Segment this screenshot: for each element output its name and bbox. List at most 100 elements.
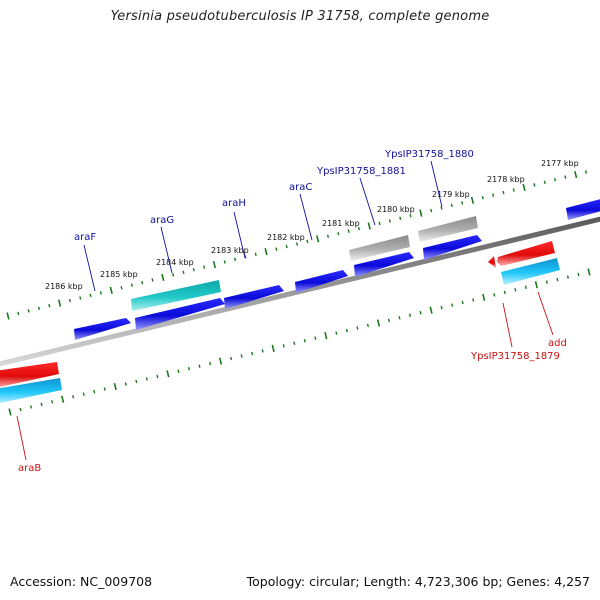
outer-tick-minor	[192, 267, 195, 272]
leader-1879	[502, 302, 513, 348]
pseudo-1880-feature[interactable]	[418, 216, 478, 242]
inner-tick-minor	[29, 405, 33, 409]
gene-1881-feature[interactable]	[354, 252, 414, 277]
leader-araC	[299, 193, 313, 241]
tick-label-2177: 2177 kbp	[541, 159, 579, 168]
gene-label-1879[interactable]: YpsIP31758_1879	[470, 351, 560, 362]
gene-araF-feature[interactable]	[74, 318, 131, 340]
gene-label-1880[interactable]: YpsIP31758_1880	[384, 149, 474, 160]
inner-tick-major	[482, 293, 486, 302]
outer-tick-minor	[37, 306, 41, 311]
outer-tick-minor	[17, 311, 20, 316]
outer-tick-minor	[130, 283, 133, 287]
gene-edge-feature[interactable]	[566, 198, 600, 220]
scale-labels: 2186 kbp 2185 kbp 2184 kbp 2183 kbp 2182…	[45, 159, 579, 291]
gene-label-araF[interactable]: araF	[74, 232, 96, 243]
outer-tick-minor	[409, 213, 412, 218]
inner-tick-minor	[251, 351, 254, 356]
rna-add-feature[interactable]	[501, 258, 560, 285]
inner-tick-minor	[177, 369, 180, 373]
gene-labels: araF araG araH araC YpsIP31758_1881 YpsI…	[18, 149, 567, 474]
page-title: Yersinia pseudotuberculosis IP 31758, co…	[110, 9, 490, 24]
outer-tick-minor	[27, 309, 30, 313]
inner-tick-minor	[472, 298, 475, 302]
inner-tick-minor	[419, 311, 422, 315]
gene-araG-feature[interactable]	[135, 298, 225, 330]
leader-araF	[83, 244, 96, 292]
outer-tick-minor	[306, 239, 309, 244]
rna-araG-feature[interactable]	[131, 280, 221, 311]
tick-label-2184: 2184 kbp	[156, 258, 194, 267]
outer-tick-minor	[512, 188, 515, 192]
gene-add-feature[interactable]	[497, 241, 555, 266]
tick-label-2186: 2186 kbp	[45, 282, 83, 291]
outer-tick-minor	[326, 234, 330, 239]
inner-tick-minor	[261, 349, 264, 353]
inner-tick-minor	[524, 285, 527, 289]
gene-araB-feature[interactable]	[0, 362, 59, 388]
outer-tick-major	[470, 196, 475, 204]
gene-araC-feature[interactable]	[295, 270, 348, 293]
outer-tick-major	[522, 183, 526, 192]
gene-label-araC[interactable]: araC	[289, 182, 312, 193]
inner-tick-minor	[545, 280, 548, 284]
outer-tick-minor	[172, 273, 175, 277]
outer-tick-ring	[6, 170, 588, 320]
outer-tick-minor	[68, 298, 71, 303]
inner-tick-minor	[461, 300, 464, 305]
outer-tick-minor	[430, 208, 433, 213]
inner-tick-major	[376, 319, 381, 327]
outer-tick-minor	[182, 270, 185, 275]
inner-tick-minor	[408, 313, 412, 317]
outer-tick-major	[419, 209, 423, 217]
inner-tick-minor	[240, 354, 243, 358]
outer-tick-minor	[461, 201, 464, 205]
pseudo-1881-feature[interactable]	[349, 235, 410, 261]
tick-label-2178: 2178 kbp	[487, 175, 525, 184]
inner-tick-minor	[72, 395, 75, 399]
outer-tick-minor	[254, 252, 257, 257]
inner-tick-major	[218, 357, 223, 365]
accession-text: Accession: NC_009708	[10, 574, 153, 589]
outer-tick-minor	[141, 280, 144, 285]
outer-tick-minor	[79, 296, 82, 300]
inner-tick-minor	[303, 339, 306, 343]
inner-tick-minor	[187, 367, 191, 371]
inner-tick-minor	[293, 341, 296, 345]
inner-tick-major	[429, 306, 433, 314]
inner-tick-minor	[230, 356, 233, 361]
outer-tick-minor	[203, 265, 206, 269]
inner-tick-minor	[208, 361, 212, 366]
outer-tick-major	[316, 235, 320, 243]
gene-label-araG[interactable]: araG	[150, 215, 174, 226]
inner-tick-major	[271, 344, 275, 352]
gene-araH-feature[interactable]	[224, 285, 284, 309]
gene-label-araH[interactable]: araH	[222, 198, 246, 209]
gene-label-1881[interactable]: YpsIP31758_1881	[316, 166, 406, 177]
gene-label-araB[interactable]: araB	[18, 463, 41, 474]
gene-1879-arrow-feature[interactable]	[488, 256, 496, 268]
inner-tick-minor	[145, 377, 148, 381]
gene-1880-feature[interactable]	[423, 235, 482, 260]
outer-tick-minor	[275, 247, 278, 251]
tick-label-2182: 2182 kbp	[267, 233, 305, 242]
outer-tick-minor	[440, 206, 443, 210]
inner-tick-minor	[440, 305, 443, 310]
inner-tick-minor	[451, 303, 454, 307]
outer-tick-minor	[347, 229, 350, 233]
inner-tick-major	[113, 382, 117, 391]
outer-tick-minor	[564, 175, 567, 179]
outer-tick-minor	[399, 216, 402, 221]
gene-label-add[interactable]: add	[548, 338, 567, 349]
outer-tick-minor	[234, 257, 237, 262]
tick-label-2181: 2181 kbp	[322, 219, 360, 228]
leader-araG	[160, 226, 173, 274]
rna-araB-feature[interactable]	[0, 378, 62, 404]
inner-tick-minor	[103, 387, 106, 391]
outer-tick-minor	[89, 293, 92, 298]
outer-tick-major	[367, 222, 371, 230]
tick-label-2185: 2185 kbp	[100, 270, 138, 279]
outer-tick-minor	[48, 303, 51, 308]
